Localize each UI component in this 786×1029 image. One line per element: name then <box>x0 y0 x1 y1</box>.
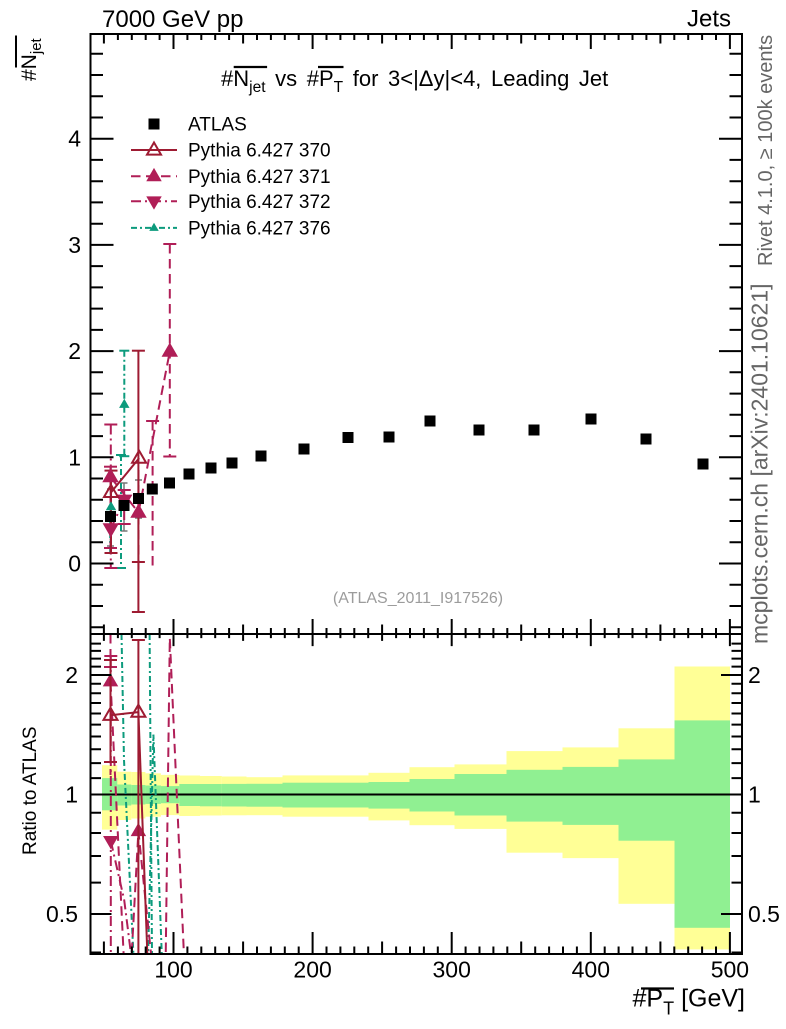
svg-text:7000 GeV pp: 7000 GeV pp <box>102 6 243 33</box>
svg-text:1: 1 <box>68 444 81 470</box>
svg-text:Pythia 6.427 371: Pythia 6.427 371 <box>188 167 331 188</box>
svg-text:200: 200 <box>293 957 331 983</box>
svg-text:#Njet: #Njet <box>18 37 45 81</box>
svg-text:mcplots.cern.ch [arXiv:2401.10: mcplots.cern.ch [arXiv:2401.10621] <box>747 283 773 644</box>
svg-text:1: 1 <box>65 782 78 808</box>
svg-text:2: 2 <box>68 338 81 364</box>
svg-text:2: 2 <box>748 662 761 688</box>
svg-text:ATLAS: ATLAS <box>188 115 247 136</box>
svg-text:400: 400 <box>572 957 610 983</box>
svg-text:0.5: 0.5 <box>748 901 780 927</box>
svg-text:Pythia 6.427 372: Pythia 6.427 372 <box>188 192 331 213</box>
svg-text:100: 100 <box>154 957 192 983</box>
svg-text:500: 500 <box>711 957 749 983</box>
svg-text:1: 1 <box>748 782 761 808</box>
svg-text:Jets: Jets <box>687 6 731 33</box>
svg-text:4: 4 <box>68 126 81 152</box>
svg-text:Ratio to ATLAS: Ratio to ATLAS <box>20 727 41 856</box>
svg-text:3: 3 <box>68 232 81 258</box>
svg-text:0: 0 <box>68 551 81 577</box>
svg-text:(ATLAS_2011_I917526): (ATLAS_2011_I917526) <box>333 590 503 607</box>
svg-text:300: 300 <box>433 957 471 983</box>
svg-text:Pythia 6.427 376: Pythia 6.427 376 <box>188 218 331 239</box>
svg-text:Pythia 6.427 370: Pythia 6.427 370 <box>188 141 331 162</box>
svg-text:0.5: 0.5 <box>46 901 78 927</box>
svg-text:2: 2 <box>65 662 78 688</box>
svg-text:Rivet 4.1.0, ≥ 100k events: Rivet 4.1.0, ≥ 100k events <box>755 35 777 266</box>
